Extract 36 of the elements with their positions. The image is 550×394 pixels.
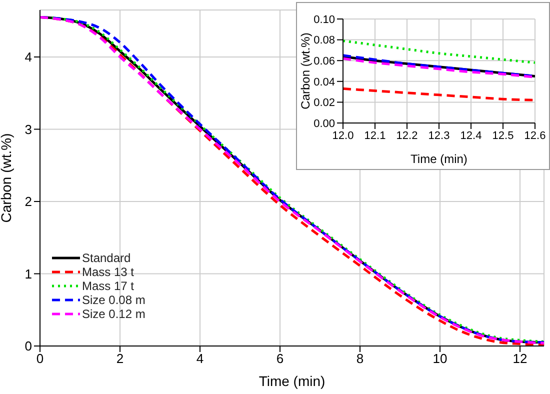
y-tick-label: 2 xyxy=(24,194,32,210)
legend-label: Standard xyxy=(82,251,131,265)
legend-label: Size 0.12 m xyxy=(82,307,146,321)
x-tick-label: 12.0 xyxy=(332,130,354,142)
x-tick-label: 12.2 xyxy=(396,130,418,142)
y-tick-label: 0.00 xyxy=(314,118,335,130)
x-tick-label: 6 xyxy=(276,351,284,366)
y-tick-label: 0.02 xyxy=(314,97,335,110)
x-tick-label: 12.4 xyxy=(460,130,482,142)
x-tick-label: 12.1 xyxy=(364,130,386,142)
x-tick-label: 12 xyxy=(512,351,528,366)
legend-label: Mass 17 t xyxy=(82,279,134,293)
line-series xyxy=(343,40,535,64)
x-tick-label: 12.3 xyxy=(428,130,450,142)
y-tick-label: 0.10 xyxy=(314,14,335,26)
x-tick-label: 12.6 xyxy=(524,130,546,142)
x-tick-label: 2 xyxy=(116,351,124,366)
y-tick-label: 3 xyxy=(24,122,32,137)
x-tick-label: 12.5 xyxy=(492,130,514,142)
y-axis-title: Carbon (wt.%) xyxy=(0,133,14,223)
y-axis-title: Carbon (wt.%) xyxy=(298,32,312,110)
x-tick-label: 4 xyxy=(196,351,204,366)
x-axis-title: Time (min) xyxy=(258,373,326,389)
x-tick-label: 10 xyxy=(432,351,448,366)
legend-label: Size 0.08 m xyxy=(82,293,146,307)
y-tick-label: 4 xyxy=(24,50,32,65)
x-tick-label: 8 xyxy=(356,351,364,366)
y-tick-label: 0.08 xyxy=(314,34,335,47)
x-tick-label: 0 xyxy=(36,351,44,366)
x-axis-title: Time (min) xyxy=(410,152,468,166)
legend-label: Mass 13 t xyxy=(82,265,134,279)
y-tick-label: 0.04 xyxy=(314,76,335,88)
line-series xyxy=(343,87,535,102)
y-tick-label: 1 xyxy=(24,266,32,282)
y-tick-label: 0.06 xyxy=(314,56,335,68)
y-tick-label: 0 xyxy=(24,338,32,354)
